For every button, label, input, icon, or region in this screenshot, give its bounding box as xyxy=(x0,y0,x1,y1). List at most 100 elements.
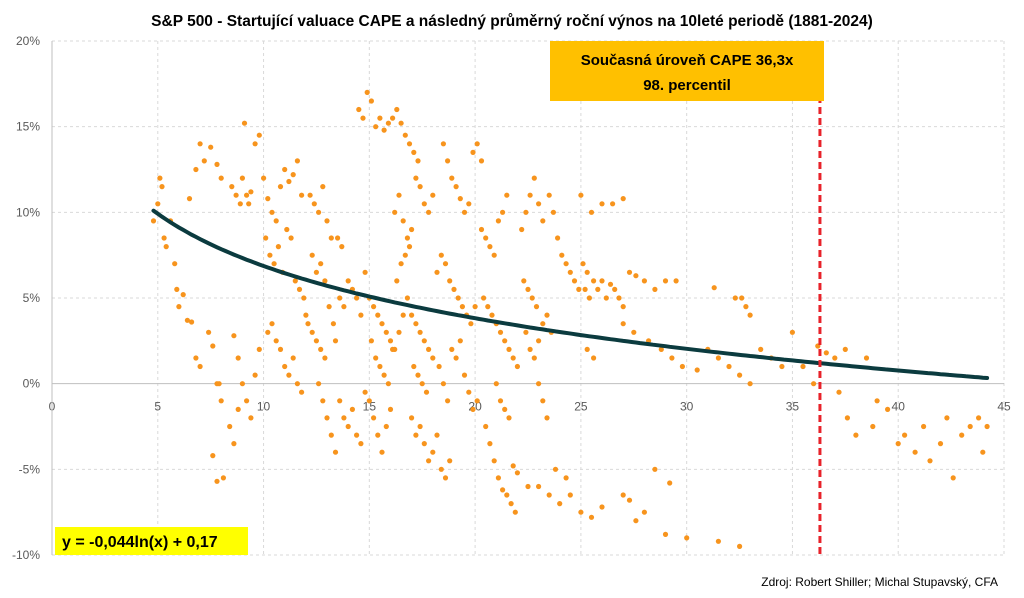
data-point xyxy=(316,209,322,215)
data-point xyxy=(390,346,396,352)
data-point xyxy=(470,149,476,155)
data-point xyxy=(220,475,226,481)
data-point xyxy=(523,209,529,215)
data-point xyxy=(189,319,195,325)
data-point xyxy=(525,483,531,490)
data-point xyxy=(711,285,717,291)
data-point xyxy=(421,441,427,447)
data-point xyxy=(265,196,271,202)
data-point xyxy=(426,346,432,352)
y-tick-label: -5% xyxy=(19,462,41,476)
data-point xyxy=(440,381,446,387)
data-point xyxy=(584,346,590,352)
data-point xyxy=(715,538,722,544)
data-point xyxy=(529,295,535,301)
data-point xyxy=(375,312,381,318)
data-point xyxy=(345,278,351,284)
data-point xyxy=(652,466,658,472)
data-point xyxy=(620,321,626,327)
data-point xyxy=(673,278,679,284)
data-point xyxy=(457,338,463,344)
data-point xyxy=(612,286,618,292)
data-point xyxy=(588,209,595,215)
data-point xyxy=(282,363,288,370)
data-point xyxy=(417,184,423,190)
data-point xyxy=(337,295,343,301)
annotation-line-1: Současná úroveň CAPE 36,3x xyxy=(581,52,794,69)
data-point xyxy=(633,518,639,524)
data-point xyxy=(633,273,639,279)
data-point xyxy=(332,338,339,344)
data-point xyxy=(578,509,584,515)
data-point xyxy=(269,209,275,215)
data-point xyxy=(521,278,527,284)
scatter-points xyxy=(150,89,990,550)
data-point xyxy=(580,261,586,267)
data-point xyxy=(398,120,404,126)
data-point xyxy=(455,295,461,301)
annotation-box xyxy=(550,41,824,101)
data-point xyxy=(658,346,664,352)
data-point xyxy=(309,329,315,335)
data-point xyxy=(641,278,648,284)
data-point xyxy=(387,338,394,344)
data-point xyxy=(284,226,290,233)
data-point xyxy=(218,398,224,404)
data-point xyxy=(248,415,254,421)
data-point xyxy=(256,346,262,352)
data-point xyxy=(430,355,436,361)
data-point xyxy=(559,252,565,258)
data-point xyxy=(373,355,379,361)
data-point xyxy=(461,209,468,215)
data-point xyxy=(487,441,493,447)
data-point xyxy=(737,372,743,378)
data-point xyxy=(290,355,296,361)
data-point xyxy=(366,398,372,404)
data-point xyxy=(430,192,436,198)
data-point xyxy=(531,175,537,181)
data-point xyxy=(546,192,552,198)
data-point xyxy=(591,355,597,361)
data-point xyxy=(381,127,387,133)
data-point xyxy=(610,201,616,207)
x-tick-label: 35 xyxy=(786,400,800,414)
data-point xyxy=(489,312,495,318)
data-point xyxy=(434,432,440,438)
data-point xyxy=(506,415,512,421)
data-point xyxy=(288,235,294,241)
data-point xyxy=(599,278,605,284)
x-tick-label: 40 xyxy=(892,400,906,414)
data-point xyxy=(305,321,311,327)
data-point xyxy=(379,321,385,327)
data-point xyxy=(150,218,157,224)
data-point xyxy=(474,141,480,147)
data-point xyxy=(180,292,186,298)
data-point xyxy=(354,295,360,301)
data-point xyxy=(944,415,950,421)
data-point xyxy=(214,161,220,167)
data-point xyxy=(921,423,927,430)
data-point xyxy=(453,355,459,361)
data-point xyxy=(402,132,408,138)
data-point xyxy=(269,321,275,327)
x-tick-label: 15 xyxy=(363,400,377,414)
data-point xyxy=(582,286,588,292)
data-point xyxy=(383,423,389,430)
data-point xyxy=(552,466,559,472)
data-point xyxy=(193,166,199,173)
x-tick-label: 10 xyxy=(257,400,271,414)
data-point xyxy=(779,363,785,370)
data-point xyxy=(201,158,207,164)
data-point xyxy=(434,269,440,275)
data-point xyxy=(404,235,410,241)
data-point xyxy=(466,201,472,207)
data-point xyxy=(161,235,167,241)
data-point xyxy=(377,363,383,370)
data-point xyxy=(383,329,389,335)
data-point xyxy=(616,295,622,301)
data-point xyxy=(684,535,690,541)
data-point xyxy=(453,184,459,190)
data-point xyxy=(320,184,326,190)
data-point xyxy=(244,192,250,198)
data-point xyxy=(472,304,478,310)
